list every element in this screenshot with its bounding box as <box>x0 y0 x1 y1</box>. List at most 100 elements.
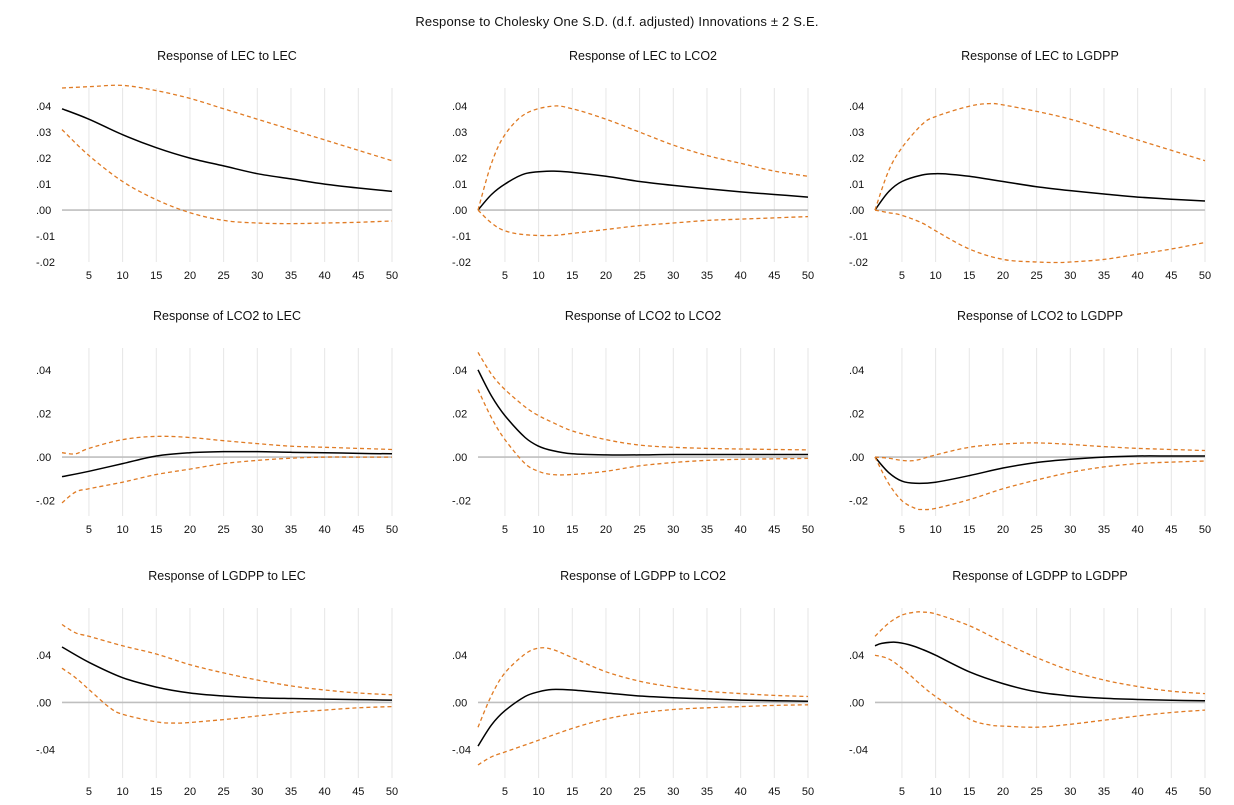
x-tick-label: 30 <box>667 524 679 536</box>
response-line <box>61 646 393 701</box>
lower-band-line <box>477 704 809 766</box>
x-tick-label: 30 <box>1064 270 1076 282</box>
x-tick-label: 20 <box>184 524 196 536</box>
y-tick-label: .04 <box>452 650 467 662</box>
x-tick-label: 10 <box>116 524 128 536</box>
x-tick-label: 40 <box>1132 270 1144 282</box>
response-line <box>61 108 393 193</box>
x-tick-label: 20 <box>600 270 612 282</box>
x-tick-label: 5 <box>86 524 92 536</box>
panel-3: Response of LEC to LGDPP 5 10 15 20 25 30 35 40 4… <box>849 49 1211 282</box>
x-tick-label: 50 <box>386 524 398 536</box>
upper-band-line <box>874 102 1206 211</box>
upper-band-line <box>61 84 393 162</box>
x-tick-label: 25 <box>1031 524 1043 536</box>
x-tick-label: 20 <box>600 524 612 536</box>
x-tick-label: 5 <box>899 270 905 282</box>
x-tick-label: 50 <box>802 270 814 282</box>
x-tick-label: 30 <box>667 270 679 282</box>
upper-band-line <box>477 105 809 211</box>
y-tick-label: .02 <box>849 408 864 420</box>
x-tick-label: 40 <box>319 786 331 798</box>
y-tick-label: .00 <box>849 452 864 464</box>
panel-4: Response of LCO2 to LEC 5 10 15 20 25 30 35 40 45… <box>36 309 398 536</box>
panel-1: Response of LEC to LEC 5 10 15 20 25 30 35 40 45 5… <box>36 49 398 282</box>
x-tick-label: 35 <box>701 524 713 536</box>
x-tick-label: 10 <box>929 786 941 798</box>
figure-title: Response to Cholesky One S.D. (d.f. adju… <box>415 14 819 29</box>
x-tick-label: 50 <box>386 786 398 798</box>
upper-band-line <box>874 442 1206 462</box>
x-tick-label: 20 <box>997 786 1009 798</box>
panel-6: Response of LCO2 to LGDPP 5 10 15 20 25 30 35 40… <box>849 309 1211 536</box>
x-tick-label: 20 <box>184 270 196 282</box>
panel-5: Response of LCO2 to LCO2 5 10 15 20 25 30 35 40 4… <box>452 309 814 536</box>
x-tick-label: 45 <box>768 524 780 536</box>
y-tick-label: -.02 <box>452 496 471 508</box>
x-tick-label: 45 <box>768 270 780 282</box>
y-tick-label: .00 <box>849 205 864 217</box>
y-tick-label: .00 <box>36 205 51 217</box>
y-tick-label: -.02 <box>849 496 868 508</box>
x-tick-label: 35 <box>285 270 297 282</box>
x-tick-label: 45 <box>1165 270 1177 282</box>
x-tick-label: 40 <box>319 524 331 536</box>
x-tick-label: 15 <box>963 270 975 282</box>
x-tick-label: 10 <box>929 270 941 282</box>
x-tick-label: 35 <box>1098 270 1110 282</box>
y-tick-label: .02 <box>452 153 467 165</box>
y-tick-label: .02 <box>452 408 467 420</box>
panel-9: Response of LGDPP to LGDPP 5 10 15 20 25 30 35 4… <box>849 569 1211 798</box>
y-tick-label: .01 <box>452 179 467 191</box>
lower-band-line <box>477 209 809 237</box>
x-tick-label: 5 <box>502 524 508 536</box>
lower-band-line <box>61 456 392 504</box>
y-tick-label: -.04 <box>452 745 471 757</box>
lower-band-line <box>874 209 1206 264</box>
y-tick-label: -.02 <box>36 496 55 508</box>
x-tick-label: 50 <box>1199 524 1211 536</box>
x-tick-label: 25 <box>634 786 646 798</box>
x-tick-label: 35 <box>1098 786 1110 798</box>
x-tick-label: 15 <box>150 786 162 798</box>
x-tick-label: 15 <box>150 270 162 282</box>
x-tick-label: 5 <box>502 786 508 798</box>
x-tick-label: 5 <box>86 270 92 282</box>
x-tick-label: 50 <box>1199 270 1211 282</box>
panel-title: Response of LGDPP to LGDPP <box>952 569 1128 583</box>
lower-band-line <box>477 389 809 476</box>
y-tick-label: .04 <box>849 650 864 662</box>
x-tick-label: 10 <box>116 270 128 282</box>
x-tick-label: 40 <box>735 524 747 536</box>
x-tick-label: 35 <box>285 786 297 798</box>
x-tick-label: 25 <box>218 524 230 536</box>
x-tick-label: 10 <box>116 786 128 798</box>
upper-band-line <box>874 611 1206 695</box>
upper-band-line <box>61 623 393 696</box>
y-tick-label: .00 <box>36 697 51 709</box>
x-tick-label: 25 <box>218 270 230 282</box>
y-tick-label: -.04 <box>849 745 868 757</box>
x-tick-label: 30 <box>251 524 263 536</box>
x-tick-label: 25 <box>1031 270 1043 282</box>
panel-7: Response of LGDPP to LEC 5 10 15 20 25 30 35 40 4… <box>36 569 398 798</box>
panel-2: Response of LEC to LCO2 5 10 15 20 25 30 35 40 45… <box>452 49 814 282</box>
response-line <box>874 455 1205 485</box>
x-tick-label: 40 <box>1132 786 1144 798</box>
x-tick-label: 40 <box>319 270 331 282</box>
y-tick-label: -.04 <box>36 745 55 757</box>
y-tick-label: .00 <box>36 452 51 464</box>
x-tick-label: 45 <box>768 786 780 798</box>
panel-title: Response of LCO2 to LCO2 <box>565 309 721 323</box>
x-tick-label: 10 <box>532 270 544 282</box>
y-tick-label: .04 <box>849 101 864 113</box>
x-tick-label: 45 <box>352 270 364 282</box>
x-tick-label: 20 <box>997 270 1009 282</box>
y-tick-label: -.01 <box>849 231 868 243</box>
upper-band-line <box>61 435 393 455</box>
x-tick-label: 45 <box>352 786 364 798</box>
y-tick-label: .02 <box>36 153 51 165</box>
x-tick-label: 35 <box>701 786 713 798</box>
y-tick-label: -.02 <box>36 257 55 269</box>
lower-band-line <box>874 456 1206 511</box>
